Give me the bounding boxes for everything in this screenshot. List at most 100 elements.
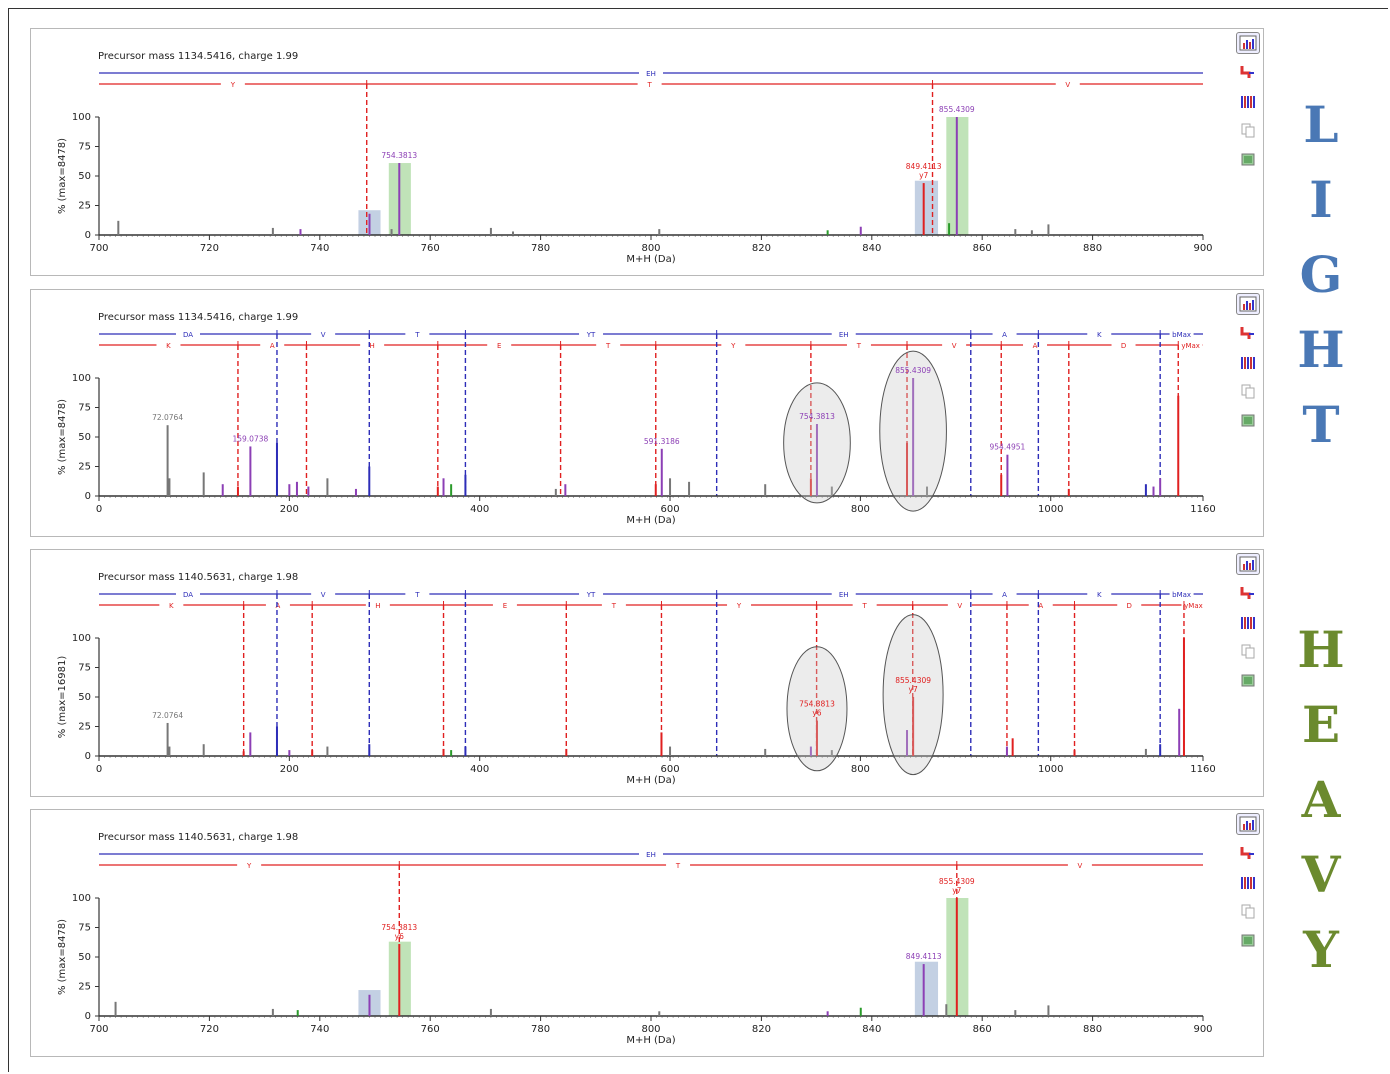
bar-chart-icon[interactable] — [1236, 553, 1260, 575]
spectrum-peak — [912, 378, 915, 496]
peak-label: 72.0764 — [152, 413, 183, 422]
x-tick-label: 800 — [851, 504, 870, 515]
fragment-icon[interactable] — [1236, 322, 1260, 344]
spectrum-peak — [906, 730, 909, 756]
y-ladder-label: yMax — [1184, 602, 1203, 610]
peak-label: 72.0764 — [152, 711, 183, 720]
spectrum-peak — [1005, 746, 1008, 756]
fragment-icon[interactable] — [1236, 842, 1260, 864]
y-tick-label: 25 — [78, 462, 91, 473]
spectrum-peak — [1030, 230, 1033, 235]
spectrum-peak — [168, 478, 171, 496]
image-export-icon[interactable] — [1236, 929, 1260, 951]
spectrum-peak — [815, 424, 818, 496]
chart-title: Precursor mass 1140.5631, charge 1.98 — [98, 572, 298, 583]
y-ladder-label: E — [497, 342, 501, 350]
peak-label: 159.0738 — [232, 434, 268, 443]
spectrum-peak — [554, 488, 557, 496]
highlight-ellipse — [783, 382, 851, 504]
image-export-icon[interactable] — [1236, 409, 1260, 431]
spectrum-peak — [826, 1011, 829, 1016]
y-axis-label: % (max=8478) — [57, 399, 68, 475]
y-tick-label: 100 — [72, 112, 91, 123]
x-axis-label: M+H (Da) — [626, 254, 675, 265]
spectrum-peak — [202, 472, 205, 496]
spectrum-peak — [114, 1001, 117, 1016]
x-tick-label: 900 — [1193, 1024, 1212, 1035]
fragment-icon[interactable] — [1236, 582, 1260, 604]
bar-chart-icon[interactable] — [1236, 32, 1260, 54]
spectrum-bars-icon[interactable] — [1236, 351, 1260, 373]
y-tick-label: 0 — [85, 491, 91, 502]
b-ladder-label: EH — [839, 591, 849, 599]
side-letter: H — [1297, 320, 1345, 379]
y-ladder-label: yMax — [1181, 342, 1200, 350]
x-axis-label: M+H (Da) — [626, 1035, 675, 1046]
spectrum-peak — [307, 486, 310, 496]
x-tick-label: 840 — [862, 243, 881, 254]
x-tick-label: 800 — [851, 764, 870, 775]
y-tick-label: 50 — [78, 692, 91, 703]
chart-title: Precursor mass 1134.5416, charge 1.99 — [98, 312, 298, 323]
y-tick-label: 75 — [78, 142, 91, 153]
x-tick-label: 600 — [660, 764, 679, 775]
spectrum-peak — [658, 229, 661, 235]
peak-label: 849.4113 — [906, 162, 942, 171]
b-ladder-label: T — [414, 591, 420, 599]
copy-icon[interactable] — [1236, 380, 1260, 402]
spectrum-peak — [464, 746, 467, 756]
spectrum-bars-icon[interactable] — [1236, 611, 1260, 633]
x-tick-label: 760 — [421, 243, 440, 254]
x-tick-label: 760 — [421, 1024, 440, 1035]
peak-label: 754.3813 — [381, 923, 417, 932]
spectrum-peak — [326, 746, 329, 756]
y-tick-label: 75 — [78, 923, 91, 934]
bar-chart-icon[interactable] — [1236, 813, 1260, 835]
spectrum-peak — [564, 484, 567, 496]
spectrum-panel-4: Precursor mass 1140.5631, charge 1.98 EH Y… — [30, 809, 1264, 1057]
x-tick-label: 900 — [1193, 243, 1212, 254]
y-ladder-label: E — [503, 602, 507, 610]
side-letter: L — [1303, 95, 1339, 154]
spectrum-peak — [948, 223, 951, 235]
spectrum-peak — [660, 448, 663, 496]
spectrum-peak — [271, 1008, 274, 1016]
spectrum-peak — [906, 442, 909, 496]
spectrum-peak — [489, 1008, 492, 1016]
spectrum-peak — [326, 478, 329, 496]
spectrum-peak — [450, 484, 453, 496]
image-export-icon[interactable] — [1236, 148, 1260, 170]
x-tick-label: 820 — [752, 1024, 771, 1035]
y-axis-label: % (max=16981) — [57, 656, 68, 739]
copy-icon[interactable] — [1236, 640, 1260, 662]
spectrum-peak — [288, 750, 291, 756]
copy-icon[interactable] — [1236, 119, 1260, 141]
image-export-icon[interactable] — [1236, 669, 1260, 691]
y-tick-label: 25 — [78, 982, 91, 993]
y-tick-label: 100 — [72, 373, 91, 384]
spectrum-panel-1: Precursor mass 1134.5416, charge 1.99 EH Y… — [30, 28, 1264, 276]
highlight-ellipse — [786, 646, 848, 772]
y-tick-label: 75 — [78, 403, 91, 414]
spectrum-peak — [1014, 229, 1017, 235]
spectrum-peak — [660, 732, 663, 756]
copy-icon[interactable] — [1236, 900, 1260, 922]
peak-label: 754.3813 — [799, 700, 835, 709]
spectrum-bars-icon[interactable] — [1236, 871, 1260, 893]
bar-chart-icon[interactable] — [1236, 293, 1260, 315]
spectrum-peak — [1073, 750, 1076, 756]
highlight-ellipse — [882, 614, 944, 776]
x-tick-label: 800 — [641, 1024, 660, 1035]
fragment-icon[interactable] — [1236, 61, 1260, 83]
spectrum-bars-icon[interactable] — [1236, 90, 1260, 112]
spectrum-panel-3: Precursor mass 1140.5631, charge 1.98 DA V… — [30, 549, 1264, 797]
ion-label: y6 — [395, 932, 404, 941]
x-tick-label: 840 — [862, 1024, 881, 1035]
x-axis-label: M+H (Da) — [626, 515, 675, 526]
spectrum-peak — [1014, 1010, 1017, 1016]
y-ladder-label: A — [270, 342, 275, 350]
x-tick-label: 780 — [531, 1024, 550, 1035]
y-ladder-label: T — [856, 342, 862, 350]
